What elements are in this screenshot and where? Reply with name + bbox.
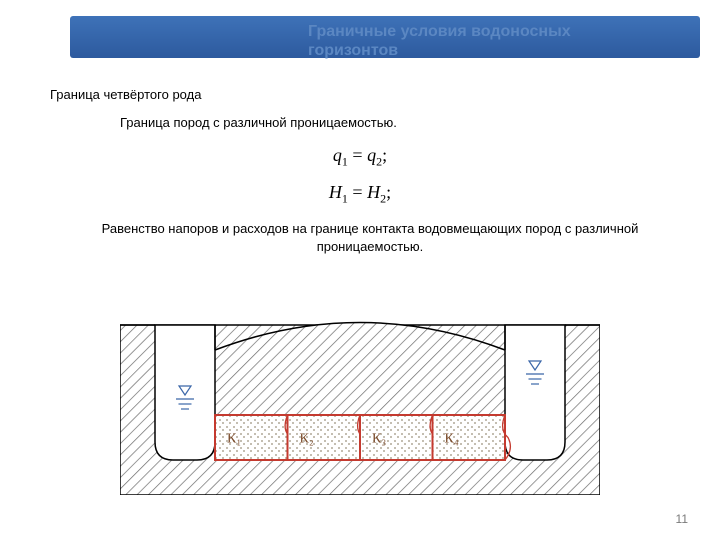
svg-text:К₂: К₂ (300, 432, 314, 447)
boundary-kind-text: Граница четвёртого рода (50, 87, 201, 102)
cross-section-figure: К₁ К₂ К₃ К₄ (120, 285, 600, 495)
figure-caption: Равенство напоров и расходов на границе … (100, 220, 640, 255)
eq1-lhs-sub: 1 (342, 155, 348, 169)
eq2-lhs-sub: 1 (342, 192, 348, 206)
equation-q: q1 = q2; (0, 145, 720, 170)
svg-text:К₁: К₁ (227, 432, 241, 447)
svg-text:К₃: К₃ (372, 432, 386, 447)
equation-h: H1 = H2; (0, 182, 720, 207)
eq1-rhs-sym: q (367, 145, 376, 165)
eq1-lhs-sym: q (333, 145, 342, 165)
rock-desc-text: Граница пород с различной проницаемостью… (120, 115, 397, 130)
eq2-rhs-sym: H (367, 182, 380, 202)
figure-svg: К₁ К₂ К₃ К₄ (120, 285, 600, 495)
eq2-lhs-sym: H (329, 182, 342, 202)
svg-text:К₄: К₄ (445, 432, 459, 447)
page-number: 11 (676, 512, 688, 526)
header-title: Граничные условия водоносных горизонтов (308, 22, 628, 60)
